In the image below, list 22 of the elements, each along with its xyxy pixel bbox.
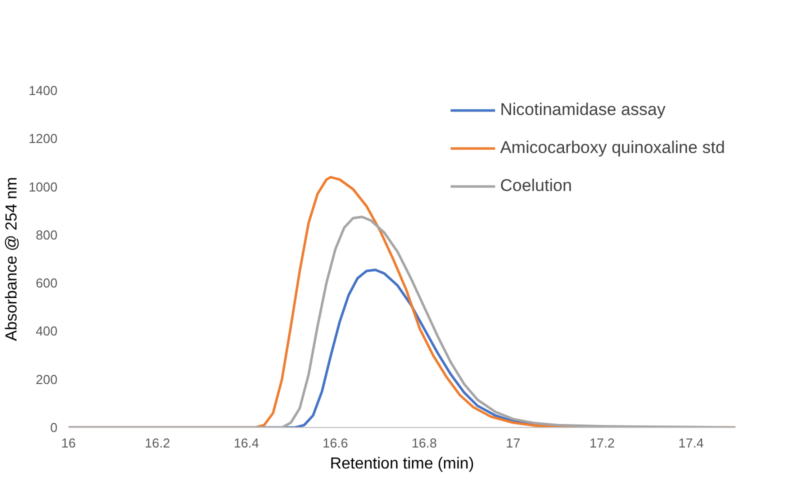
y-tick-label: 1000 [28,179,58,194]
y-tick-label: 0 [50,420,58,435]
x-tick-label: 17.2 [589,436,615,450]
x-tick-label: 16.6 [322,436,348,450]
x-axis-title: Retention time (min) [330,456,474,472]
y-tick-label: 400 [36,324,58,339]
legend-label: Amicocarboxy quinoxaline std [500,138,725,158]
x-tick-label: 16.2 [144,436,170,450]
y-tick-label: 800 [36,227,58,242]
x-tick-label: 16 [61,436,76,450]
legend-label: Nicotinamidase assay [500,100,666,120]
line-series [68,216,736,428]
y-axis-title: Absorbance @ 254 nm [4,177,21,341]
y-tick-label: 1400 [28,83,58,98]
y-tick-label: 1200 [28,131,58,146]
y-tick-label: 600 [36,276,58,291]
x-tick-label: 16.8 [412,436,437,450]
y-tick-label: 200 [36,372,58,387]
x-tick-label: 17.4 [678,436,704,450]
legend-label: Coelution [500,176,572,196]
x-tick-label: 16.4 [234,436,260,450]
x-tick-label: 17 [506,436,520,450]
